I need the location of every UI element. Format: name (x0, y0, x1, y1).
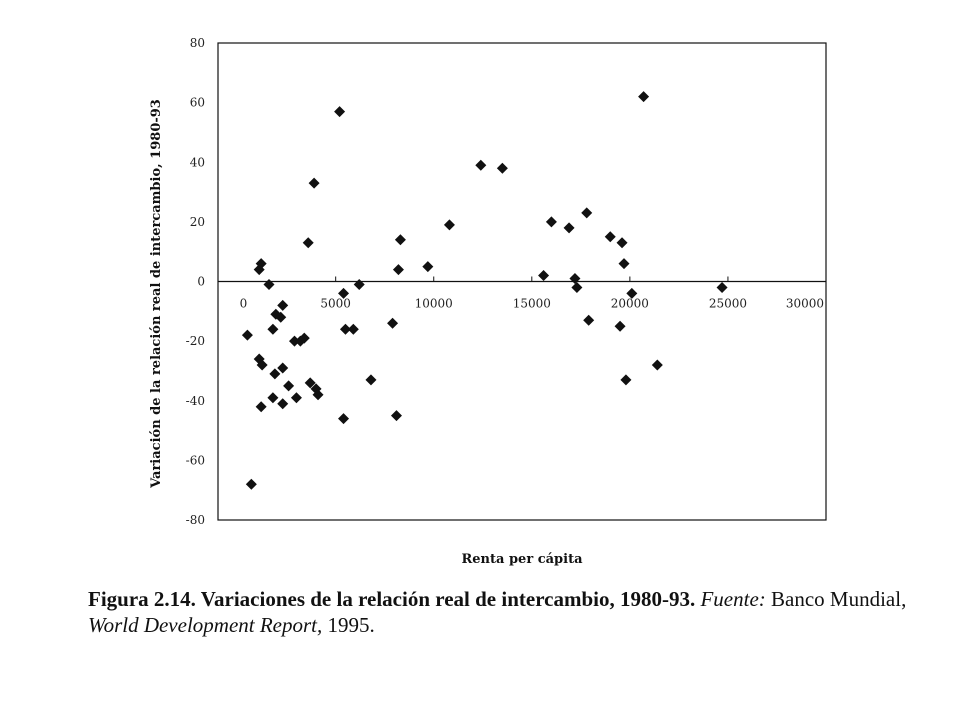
y-axis-ticks: 80 60 40 20 0 -20 -40 -60 -80 (186, 36, 205, 527)
scatter-point (288, 335, 300, 347)
scatter-point (538, 270, 550, 282)
scatter-point (290, 392, 302, 404)
x-tick-label: 0 (240, 297, 248, 311)
scatter-point (618, 258, 630, 270)
x-axis-label: Renta per cápita (461, 552, 583, 567)
y-tick-label: 60 (190, 96, 205, 110)
scatter-point (269, 368, 281, 380)
scatter-point (394, 234, 406, 246)
scatter-point (545, 216, 557, 228)
caption-source: Banco Mundial, (771, 587, 907, 611)
scatter-point (308, 177, 320, 189)
scatter-point (569, 273, 581, 285)
scatter-point (626, 287, 638, 299)
scatter-chart: 80 60 40 20 0 -20 -40 -60 -80 0 5000 10000 15000 200… (149, 36, 827, 567)
x-axis-ticks: 0 5000 10000 15000 20000 25000 30000 (240, 276, 824, 311)
scatter-point (422, 261, 434, 273)
scatter-point (312, 389, 324, 401)
y-tick-label: 40 (190, 155, 205, 169)
scatter-point (277, 362, 289, 374)
scatter-point (339, 323, 351, 335)
scatter-point (255, 401, 267, 413)
scatter-point (571, 281, 583, 293)
scatter-point (651, 359, 663, 371)
scatter-point (620, 374, 632, 386)
scatter-point (614, 320, 626, 332)
scatter-point (392, 264, 404, 276)
scatter-point (638, 91, 650, 103)
x-tick-label: 15000 (513, 297, 551, 311)
scatter-point (475, 159, 487, 171)
y-tick-label: -60 (186, 453, 205, 467)
scatter-point (267, 323, 279, 335)
scatter-point (563, 222, 575, 234)
y-tick-label: 20 (190, 215, 205, 229)
scatter-point (241, 329, 253, 341)
caption-source-label: Fuente: (700, 587, 766, 611)
y-tick-label: -40 (186, 394, 205, 408)
y-axis-label: Variación de la relación real de interca… (149, 99, 164, 489)
scatter-point (277, 398, 289, 410)
y-tick-label: -80 (186, 513, 205, 527)
scatter-point (716, 281, 728, 293)
figure-caption: Figura 2.14. Variaciones de la relación … (88, 586, 908, 638)
y-tick-label: 0 (197, 275, 205, 289)
scatter-point (581, 207, 593, 219)
scatter-point (583, 314, 595, 326)
scatter-point (302, 237, 314, 249)
y-tick-label: -20 (186, 334, 205, 348)
x-tick-label: 5000 (320, 297, 351, 311)
scatter-point (365, 374, 377, 386)
scatter-point (256, 359, 268, 371)
scatter-point (275, 311, 287, 323)
scatter-point (267, 392, 279, 404)
scatter-point (353, 278, 365, 290)
y-tick-label: 80 (190, 36, 205, 50)
scatter-point (263, 278, 275, 290)
scatter-point (338, 413, 350, 425)
scatter-point (245, 478, 257, 490)
scatter-point (334, 106, 346, 118)
caption-report: World Development Report, (88, 613, 323, 637)
scatter-point (496, 162, 508, 174)
scatter-point (338, 287, 350, 299)
scatter-point (604, 231, 616, 243)
scatter-point (390, 410, 402, 422)
scatter-point (298, 332, 310, 344)
x-tick-label: 30000 (786, 297, 824, 311)
x-tick-label: 25000 (709, 297, 747, 311)
scatter-point (387, 317, 399, 329)
scatter-point (277, 299, 289, 311)
caption-title: Figura 2.14. Variaciones de la relación … (88, 587, 696, 611)
x-tick-label: 20000 (611, 297, 649, 311)
x-tick-label: 10000 (415, 297, 453, 311)
scatter-point (443, 219, 455, 231)
caption-year: 1995. (327, 613, 375, 637)
scatter-point (255, 258, 267, 270)
scatter-point (304, 377, 316, 389)
scatter-point (616, 237, 628, 249)
scatter-point (283, 380, 295, 392)
data-points (241, 91, 728, 490)
scatter-point (347, 323, 359, 335)
